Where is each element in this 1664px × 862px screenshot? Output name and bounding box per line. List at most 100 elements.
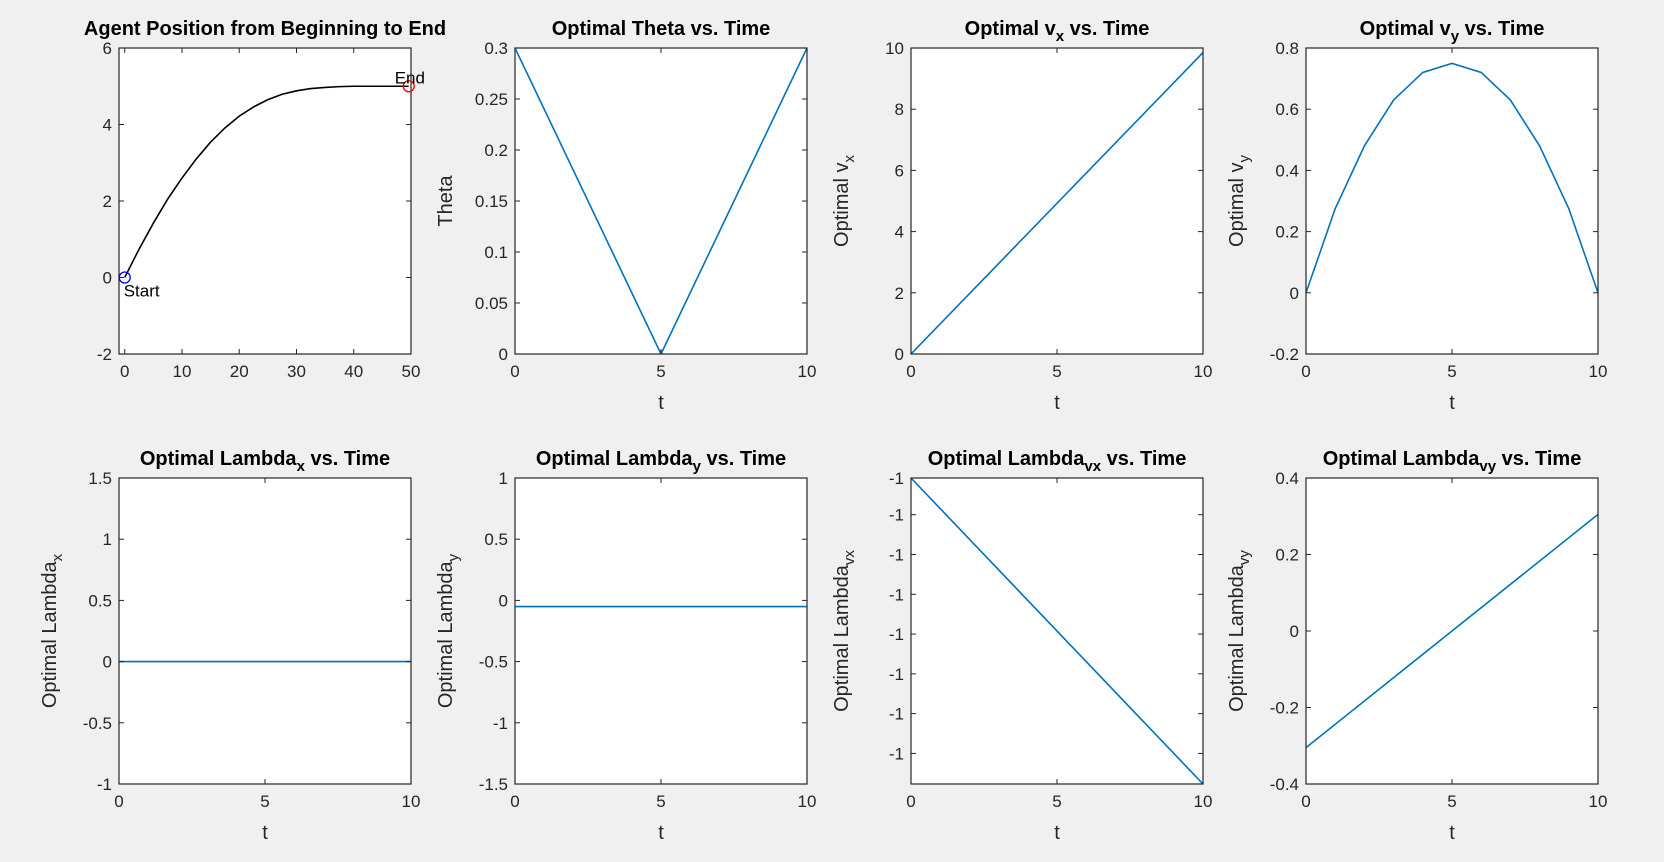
y-tick-label: 0 xyxy=(1290,622,1299,641)
plot-area xyxy=(119,478,411,784)
x-tick-label: 0 xyxy=(510,792,519,811)
chart-1: 0 10 20 30 40 50 -2 0 2 4 6 Start End Agent Position … xyxy=(84,18,446,381)
y-tick-label: 0.5 xyxy=(484,530,508,549)
series-line-1 xyxy=(911,478,1203,784)
chart-6: 0 5 10 -1.5 -1 -0.5 0 0.5 1 Optimal Lambday vs. T… xyxy=(435,448,816,844)
x-axis-label: t xyxy=(262,822,268,844)
y-axis-label: Optimal vx xyxy=(831,155,858,247)
y-tick-label: 0.4 xyxy=(1275,469,1299,488)
series-line-1 xyxy=(1306,513,1598,749)
end-annotation: End xyxy=(395,68,425,87)
y-tick-label: 0.3 xyxy=(484,39,508,58)
y-tick-label: 0 xyxy=(103,653,112,672)
y-tick-label: 0 xyxy=(895,345,904,364)
chart-title: Optimal vy vs. Time xyxy=(1360,18,1545,45)
x-tick-label: 5 xyxy=(656,792,665,811)
x-tick-label: 10 xyxy=(1589,792,1608,811)
y-tick-label: 0 xyxy=(499,345,508,364)
x-tick-label: 5 xyxy=(260,792,269,811)
y-tick-label: 2 xyxy=(895,284,904,303)
x-axis-label: t xyxy=(1449,392,1455,414)
series-line-1 xyxy=(911,52,1203,354)
x-tick-label: 50 xyxy=(402,362,421,381)
x-tick-label: 10 xyxy=(1194,792,1213,811)
x-tick-label: 10 xyxy=(1589,362,1608,381)
y-tick-label: -0.5 xyxy=(83,714,112,733)
chart-5: 0 5 10 -1 -0.5 0 0.5 1 1.5 Optimal Lambdax vs. Ti… xyxy=(39,448,420,844)
x-tick-label: 20 xyxy=(230,362,249,381)
x-tick-label: 0 xyxy=(114,792,123,811)
y-tick-label: -0.2 xyxy=(1270,345,1299,364)
x-tick-label: 10 xyxy=(798,362,817,381)
y-tick-label: 6 xyxy=(103,39,112,58)
y-tick-label: -1 xyxy=(493,714,508,733)
x-tick-label: 30 xyxy=(287,362,306,381)
plot-area xyxy=(515,478,807,784)
y-tick-label: 8 xyxy=(895,100,904,119)
y-tick-label: 4 xyxy=(895,223,904,242)
y-tick-label: 4 xyxy=(103,116,112,135)
x-tick-label: 5 xyxy=(656,362,665,381)
x-tick-label: 40 xyxy=(344,362,363,381)
y-tick-label: 0.05 xyxy=(475,294,508,313)
y-tick-label: 0.2 xyxy=(1275,223,1299,242)
series-line-1 xyxy=(1306,62,1598,294)
x-axis-label: t xyxy=(1054,822,1060,844)
y-tick-label: 0.2 xyxy=(1275,546,1299,565)
y-tick-label: 0.5 xyxy=(88,591,112,610)
y-tick-label: 1 xyxy=(499,469,508,488)
y-tick-label: -1 xyxy=(889,625,904,644)
y-tick-label: -1 xyxy=(889,469,904,488)
x-tick-label: 5 xyxy=(1052,362,1061,381)
x-tick-label: 10 xyxy=(1194,362,1213,381)
data-layer xyxy=(124,85,409,278)
series-line-1 xyxy=(124,85,409,278)
series-line-1 xyxy=(515,48,807,354)
chart-title: Optimal Lambday vs. Time xyxy=(536,448,786,475)
chart-3: 0 5 10 0 2 4 6 8 10 Optimal vx vs. Time t Optimal v… xyxy=(831,18,1212,414)
y-tick-label: 0.2 xyxy=(484,141,508,160)
y-tick-label: 0.8 xyxy=(1275,39,1299,58)
chart-8: 0 5 10 -0.4 -0.2 0 0.2 0.4 Optimal Lambdavy vs. … xyxy=(1226,448,1607,844)
y-axis-label: Optimal Lambdax xyxy=(39,553,66,708)
y-tick-label: -1 xyxy=(889,546,904,565)
x-axis-label: t xyxy=(1054,392,1060,414)
y-tick-label: 0.4 xyxy=(1275,161,1299,180)
y-axis-label: Optimal vy xyxy=(1226,155,1253,247)
chart-title: Agent Position from Beginning to End xyxy=(84,18,446,40)
y-tick-label: 0.25 xyxy=(475,90,508,109)
x-axis-label: t xyxy=(658,822,664,844)
x-tick-label: 5 xyxy=(1447,362,1456,381)
y-tick-label: 0 xyxy=(499,591,508,610)
data-layer xyxy=(1306,513,1598,749)
x-tick-label: 0 xyxy=(906,792,915,811)
y-tick-label: -2 xyxy=(97,345,112,364)
y-axis-label: Theta xyxy=(435,175,457,227)
y-tick-label: -1 xyxy=(889,744,904,763)
y-tick-label: -0.4 xyxy=(1270,775,1299,794)
x-tick-label: 5 xyxy=(1052,792,1061,811)
y-axis-label: Optimal Lambdavx xyxy=(831,550,858,712)
y-tick-label: 10 xyxy=(885,39,904,58)
data-layer xyxy=(1306,62,1598,294)
y-tick-label: 0.6 xyxy=(1275,100,1299,119)
y-tick-label: -1.5 xyxy=(479,775,508,794)
y-axis-label: Optimal Lambdavy xyxy=(1226,550,1253,712)
y-tick-label: 1.5 xyxy=(88,469,112,488)
y-tick-label: 0 xyxy=(103,269,112,288)
chart-title: Optimal Lambdax vs. Time xyxy=(140,448,390,475)
data-layer xyxy=(911,52,1203,354)
chart-title: Optimal Lambdavy vs. Time xyxy=(1323,448,1582,475)
x-tick-label: 10 xyxy=(402,792,421,811)
y-tick-label: 6 xyxy=(895,161,904,180)
y-tick-label: -1 xyxy=(97,775,112,794)
data-layer xyxy=(911,478,1203,784)
y-tick-label: 0.15 xyxy=(475,192,508,211)
end-marker xyxy=(402,80,415,93)
plot-area xyxy=(515,48,807,354)
y-tick-label: 2 xyxy=(103,192,112,211)
y-tick-label: -1 xyxy=(889,585,904,604)
x-axis-label: t xyxy=(658,392,664,414)
y-tick-label: -0.5 xyxy=(479,653,508,672)
